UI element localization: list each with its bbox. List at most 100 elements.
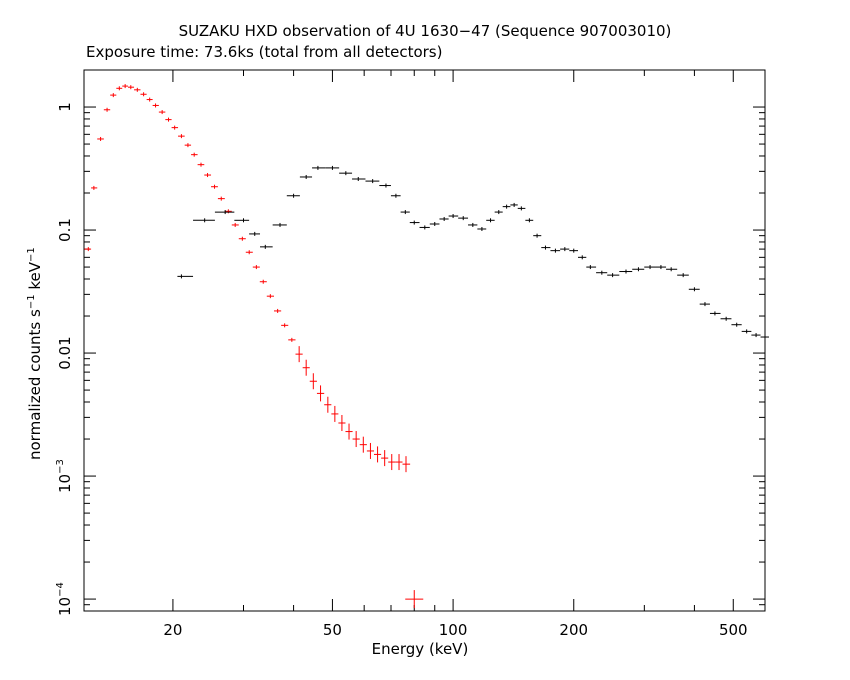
y-axis-label-mid: keV	[26, 261, 44, 295]
data-point	[110, 93, 117, 98]
data-point	[688, 287, 700, 292]
data-point	[127, 85, 135, 90]
data-point	[569, 248, 579, 253]
data-point	[191, 152, 198, 157]
data-point	[193, 218, 215, 223]
y-tick-label: 10−4	[55, 582, 74, 616]
data-point	[299, 174, 313, 179]
y-tick-label: 0.01	[56, 336, 74, 369]
data-point	[339, 171, 353, 176]
data-point	[249, 231, 261, 236]
data-point	[578, 255, 587, 260]
data-point	[103, 107, 111, 112]
data-point	[666, 267, 678, 272]
data-point	[709, 311, 721, 316]
x-tick-label: 500	[719, 621, 748, 639]
data-point	[439, 216, 449, 221]
data-point	[197, 162, 205, 167]
data-point	[122, 84, 128, 89]
data-point	[550, 248, 561, 253]
data-point	[720, 316, 732, 321]
y-axis-ticks: 1 0.1 0.01 10−3 10−4	[55, 69, 765, 616]
data-point	[352, 431, 360, 448]
data-point	[359, 436, 367, 453]
data-point	[541, 245, 551, 250]
data-point	[632, 267, 645, 272]
data-point	[140, 92, 147, 97]
data-point	[266, 294, 274, 299]
data-point	[272, 222, 287, 227]
y-axis-label-exp-1: −1	[26, 294, 37, 310]
data-point	[596, 270, 608, 275]
data-point	[146, 97, 153, 102]
y-axis-label: normalized counts s−1 keV−1	[26, 247, 44, 460]
y-axis-label-exp-2: −1	[26, 247, 37, 262]
data-point	[409, 220, 420, 225]
data-point	[324, 396, 332, 413]
series-1	[177, 165, 769, 340]
data-point	[388, 454, 396, 471]
data-point	[345, 423, 353, 440]
data-point	[184, 143, 192, 148]
data-point	[295, 346, 303, 363]
data-point	[281, 323, 289, 328]
data-point	[379, 183, 391, 188]
x-axis-ticks: 20 50 100 200 500	[163, 70, 766, 639]
data-point	[178, 134, 185, 139]
data-point	[468, 222, 478, 227]
data-point	[158, 110, 166, 115]
data-point	[400, 210, 410, 215]
data-point	[238, 236, 246, 241]
data-point	[448, 214, 459, 219]
data-point	[273, 308, 282, 313]
data-point	[502, 204, 511, 209]
data-point	[338, 415, 346, 432]
data-point	[288, 337, 296, 342]
data-point	[494, 210, 503, 215]
data-point	[309, 373, 317, 390]
data-point	[231, 222, 239, 227]
x-tick-label: 50	[323, 621, 342, 639]
data-point	[525, 218, 534, 223]
data-point	[204, 173, 212, 178]
data-point	[245, 250, 253, 255]
data-point	[171, 125, 179, 130]
data-point	[325, 165, 340, 170]
data-point	[644, 265, 656, 270]
data-point	[252, 265, 260, 270]
data-point	[302, 359, 310, 376]
data-point	[405, 590, 424, 609]
data-point	[510, 202, 518, 207]
data-point	[374, 446, 382, 463]
data-point	[316, 385, 325, 402]
data-point	[97, 136, 104, 141]
y-tick-label: 1	[56, 102, 74, 112]
data-point	[586, 265, 597, 270]
series-0	[84, 84, 424, 609]
data-point	[619, 269, 633, 274]
data-point	[214, 210, 235, 215]
plot-frame	[83, 69, 766, 612]
data-point	[390, 193, 401, 198]
data-point	[381, 450, 389, 467]
data-point	[419, 225, 430, 230]
data-point	[533, 233, 542, 238]
data-point	[165, 117, 172, 122]
y-axis-label-prefix: normalized counts s	[26, 309, 44, 460]
data-point	[517, 206, 526, 211]
data-point	[429, 221, 440, 226]
data-point	[352, 176, 366, 181]
x-tick-label: 100	[439, 621, 468, 639]
data-point	[260, 244, 273, 249]
data-point	[365, 179, 380, 184]
x-axis-label: Energy (keV)	[371, 640, 469, 658]
data-point	[677, 273, 689, 278]
data-point	[607, 273, 620, 278]
data-point	[486, 218, 495, 223]
data-point	[152, 103, 159, 108]
data-point	[395, 454, 403, 471]
data-point	[402, 456, 411, 473]
data-point	[751, 333, 761, 338]
chart-subtitle: Exposure time: 73.6ks (total from all de…	[86, 43, 443, 61]
data-point	[477, 226, 487, 231]
